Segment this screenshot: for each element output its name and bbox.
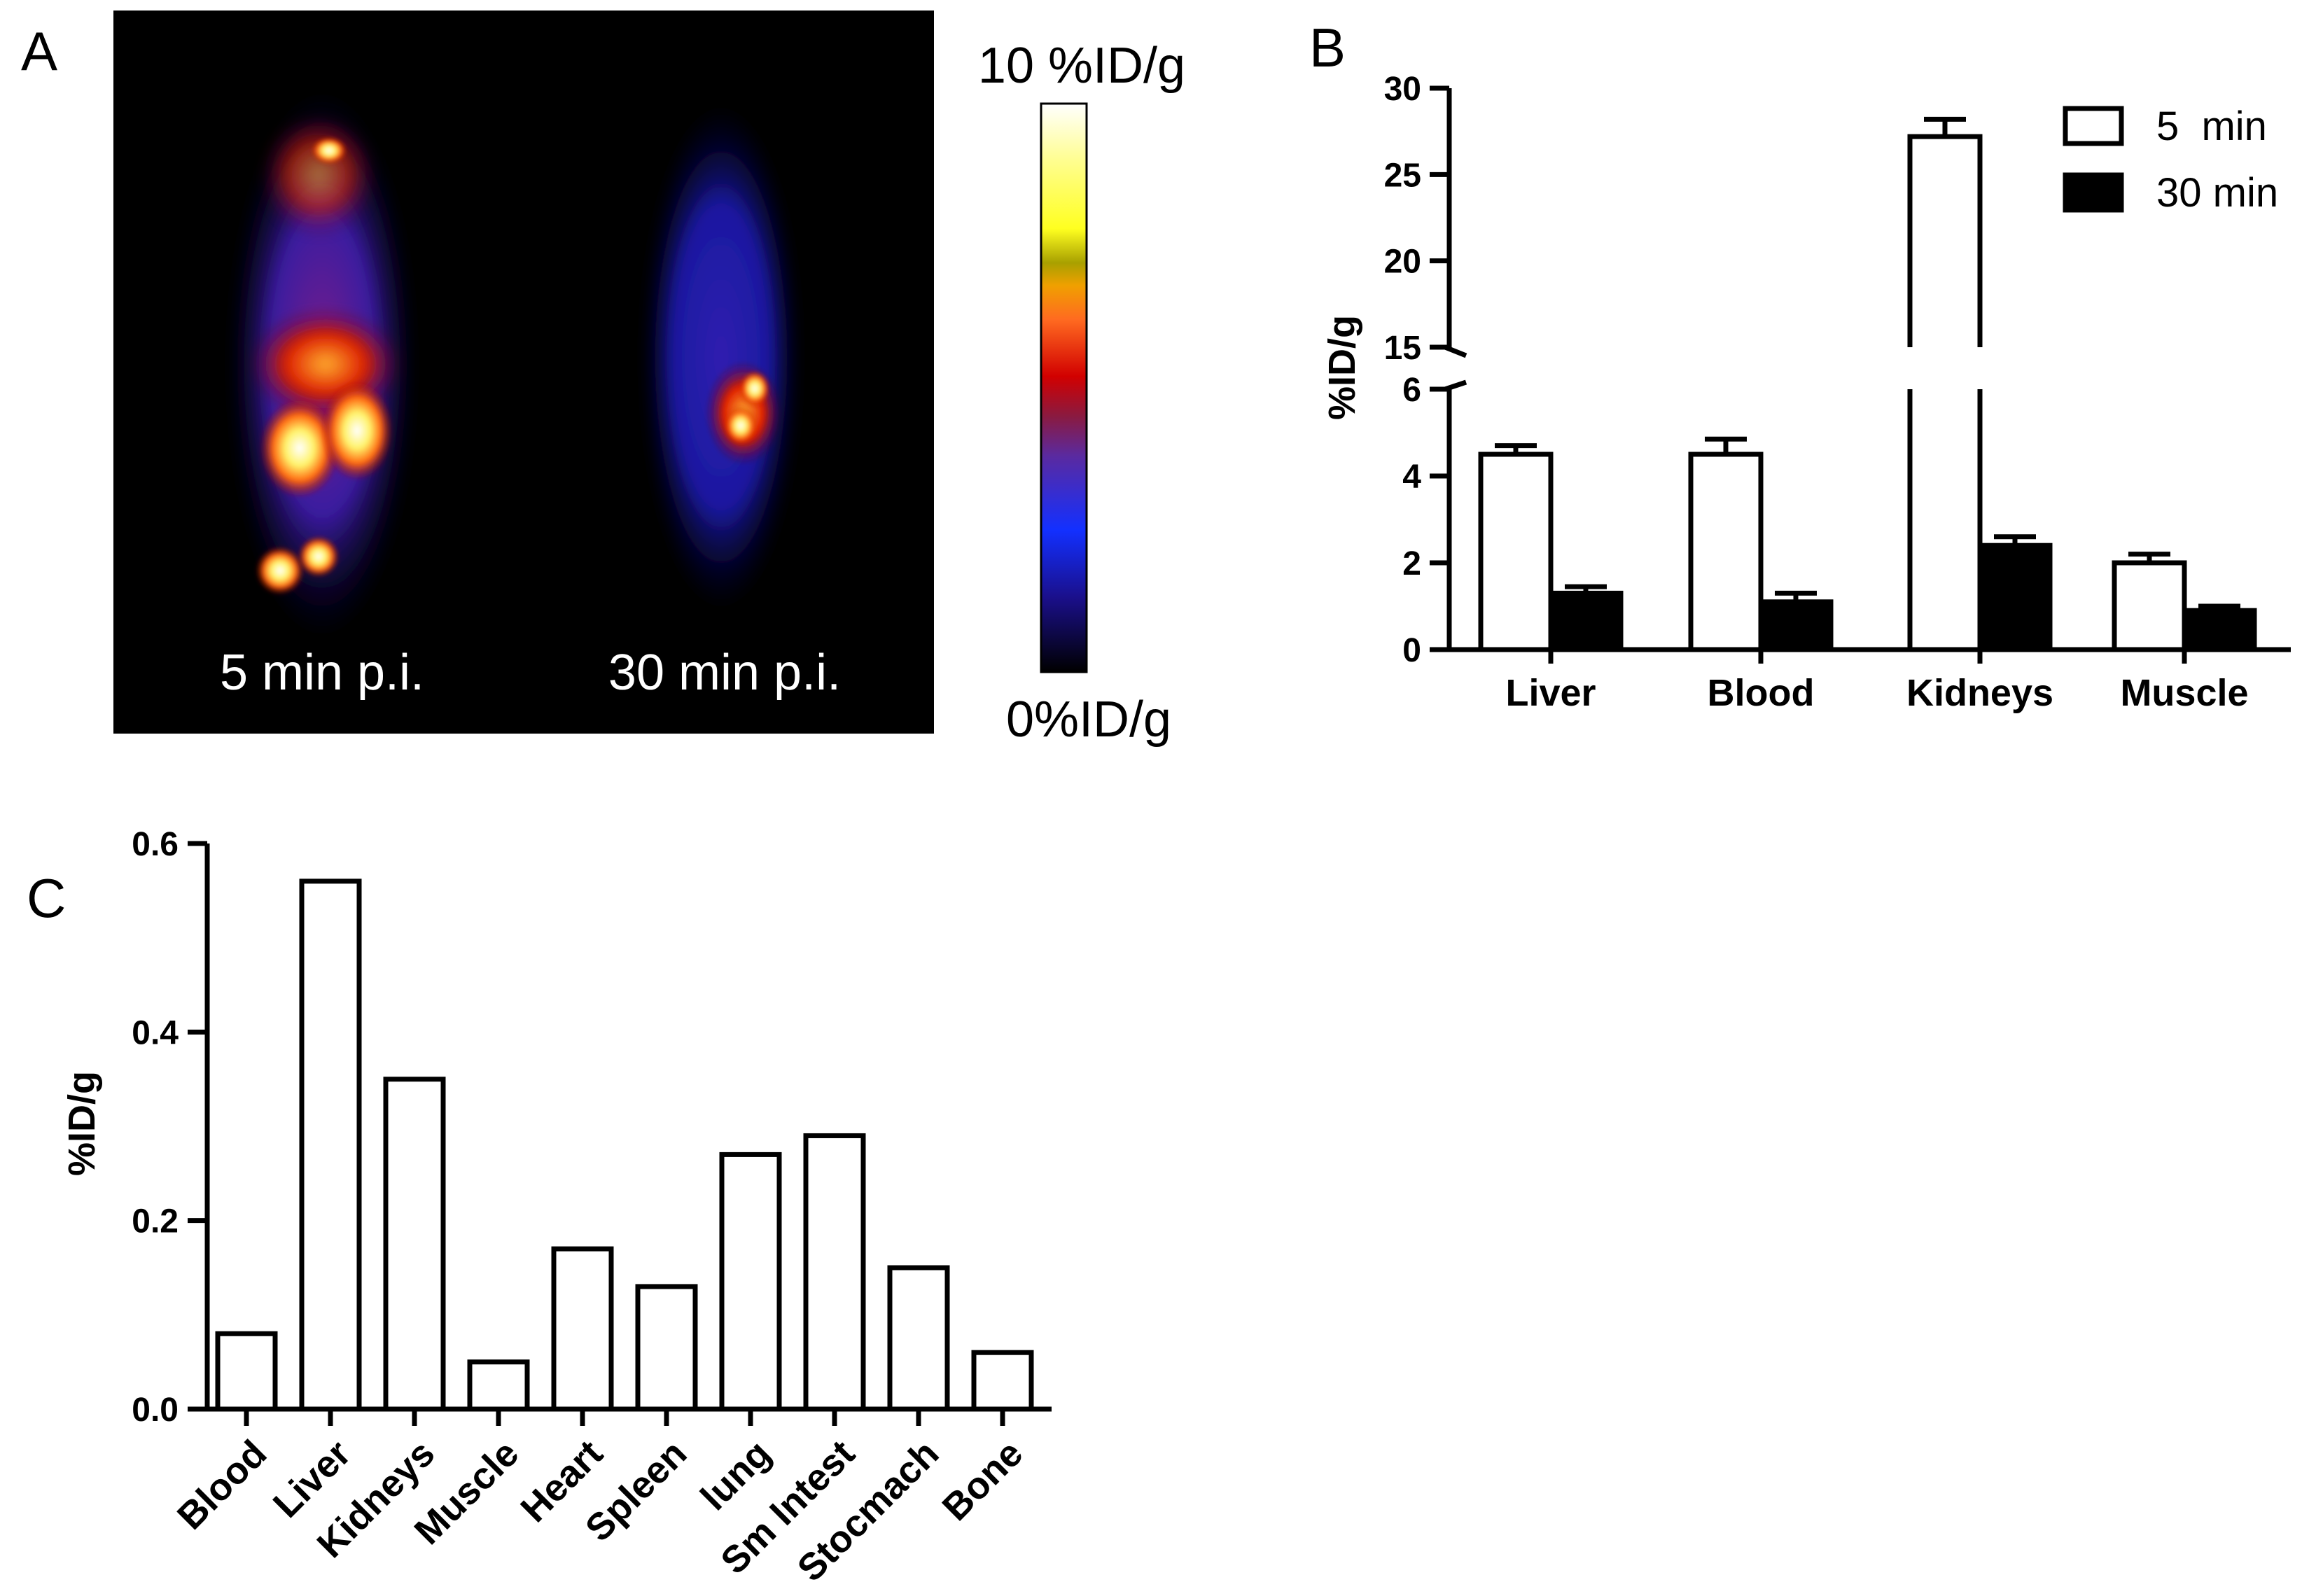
panel-b-bar-muscle-30-min <box>2182 608 2257 652</box>
panel-b-bar-kidneys-5-min-upper <box>1907 134 1983 347</box>
pet-mouse-30min <box>641 105 802 609</box>
panel-c-y-axis-title: %ID/g <box>61 1071 103 1176</box>
panel-b-category-labels: Liver Blood Kidneys Muscle <box>1505 650 2249 714</box>
pet-pelvis-hotspot <box>298 536 340 578</box>
panel-b-bar-liver-5-min <box>1478 451 1554 652</box>
panel-b-errorbar-muscle-5-min <box>2128 552 2170 563</box>
panel-c: C %ID/g 0.0 0.2 0.4 0.6 BloodLiverKidneysMu… <box>27 826 1052 1590</box>
colorbar-min-label: 0%ID/g <box>1006 692 1171 748</box>
panel-b-bar-muscle-5-min <box>2112 560 2187 652</box>
panel-c-category-label-bone: Bone <box>935 1432 1031 1529</box>
panel-b-errorbar-blood-5-min <box>1705 436 1747 454</box>
panel-b-category-label-muscle: Muscle <box>2120 672 2248 714</box>
panel-b-legend: 5 min 30 min <box>2063 104 2278 216</box>
panel-b-y-tick-label-4: 4 <box>1402 458 1421 496</box>
panel-c-category-label-blood: Blood <box>169 1432 275 1538</box>
pet-caption-5min: 5 min p.i. <box>220 645 424 701</box>
panel-a-letter: A <box>21 20 57 82</box>
panel-b-y-tick-label-0: 0 <box>1402 632 1421 669</box>
panel-c-bar-muscle <box>467 1359 530 1412</box>
panel-b-y-ticks: 0 2 4 6 15 20 25 30 <box>1384 71 1449 669</box>
legend-label-30min: 30 min <box>2156 170 2278 216</box>
pet-head-hotspot <box>259 112 378 238</box>
panel-c-bar-sm-intest <box>803 1133 866 1412</box>
pet-image: 5 min p.i. 30 min p.i. <box>113 10 934 734</box>
pet-kidney-hotspot-lower <box>724 406 758 445</box>
panel-b-y-axis-title: %ID/g <box>1321 315 1363 420</box>
panel-b-errorbar-liver-30-min <box>1565 584 1607 594</box>
panel-c-bar-heart <box>551 1246 614 1412</box>
legend-swatch-5min <box>2063 106 2124 146</box>
panel-b-errorbar-kidneys-30-min <box>1994 534 2036 546</box>
panel-b-category-label-kidneys: Kidneys <box>1906 672 2053 714</box>
panel-c-bar-spleen <box>635 1284 698 1412</box>
panel-b-letter: B <box>1309 17 1346 78</box>
panel-c-y-tick-label-0-4: 0.4 <box>132 1014 179 1051</box>
colorbar: 10 %ID/g 0%ID/g <box>978 38 1185 748</box>
panel-b-bar-liver-30-min <box>1548 590 1624 652</box>
panel-a: A 5 min p.i. 30 min p. <box>21 10 1185 748</box>
panel-c-bar-lung <box>719 1152 782 1412</box>
panel-b-y-tick-label-30: 30 <box>1384 71 1421 108</box>
panel-c-bar-bone <box>971 1350 1034 1412</box>
pet-kidney-right-hotspot <box>321 380 393 481</box>
panel-c-y-tick-label-0-6: 0.6 <box>132 826 179 863</box>
panel-b-y-tick-label-2: 2 <box>1402 545 1421 582</box>
panel-c-bars <box>215 878 1034 1412</box>
pet-mouse-5min <box>228 91 417 637</box>
panel-b-y-tick-label-20: 20 <box>1384 244 1421 281</box>
panel-c-category-labels: BloodLiverKidneysMuscleHeartSpleenlungSm… <box>169 1409 1031 1590</box>
panel-b-errorbar-liver-5-min <box>1495 443 1537 454</box>
panel-b: B %ID/g 0 2 4 6 15 20 25 30 Liver Blood Kidneys Mu… <box>1309 17 2291 714</box>
panel-b-errorbar-kidneys-5-min <box>1924 116 1966 137</box>
panel-b-bar-blood-5-min <box>1688 451 1764 652</box>
panel-b-bar-kidneys-5-min-lower <box>1907 389 1983 650</box>
panel-c-bar-stocmach <box>887 1265 950 1412</box>
pet-body-signal-30min <box>641 105 802 609</box>
panel-c-bar-liver <box>299 878 362 1412</box>
panel-b-y-axis: 0 2 4 6 15 20 25 30 <box>1384 71 1467 669</box>
panel-c-letter: C <box>27 867 66 929</box>
panel-b-y-tick-label-15: 15 <box>1384 330 1421 367</box>
panel-b-errorbar-muscle-30-min <box>2198 603 2240 611</box>
legend-swatch-30min <box>2063 172 2124 213</box>
pet-kidney-left-hotspot <box>259 398 340 498</box>
panel-b-y-tick-label-25: 25 <box>1384 157 1421 194</box>
panel-c-bar-blood <box>215 1331 278 1412</box>
panel-b-y-tick-label-6: 6 <box>1402 372 1421 409</box>
pet-caption-30min: 30 min p.i. <box>608 645 841 701</box>
panel-b-bar-blood-30-min <box>1758 599 1834 652</box>
pet-snout-hotspot <box>311 136 347 164</box>
panel-b-bars <box>1478 116 2257 652</box>
legend-label-5min: 5 min <box>2156 104 2267 149</box>
panel-c-y-tick-label-0-2: 0.2 <box>132 1203 179 1240</box>
pet-bladder-hotspot <box>256 546 305 595</box>
panel-b-bar-kidneys-30-min <box>1977 542 2053 652</box>
panel-c-y-tick-label-0-0: 0.0 <box>132 1392 179 1429</box>
panel-b-category-label-liver: Liver <box>1505 672 1596 714</box>
pet-kidney-hotspot-upper <box>739 370 770 407</box>
panel-b-category-label-blood: Blood <box>1708 672 1815 714</box>
colorbar-max-label: 10 %ID/g <box>978 38 1185 94</box>
panel-c-bar-kidneys <box>383 1077 446 1412</box>
colorbar-gradient <box>1040 102 1088 673</box>
panel-b-errorbar-blood-30-min <box>1775 590 1817 602</box>
panel-c-y-ticks: 0.0 0.2 0.4 0.6 <box>132 826 207 1429</box>
